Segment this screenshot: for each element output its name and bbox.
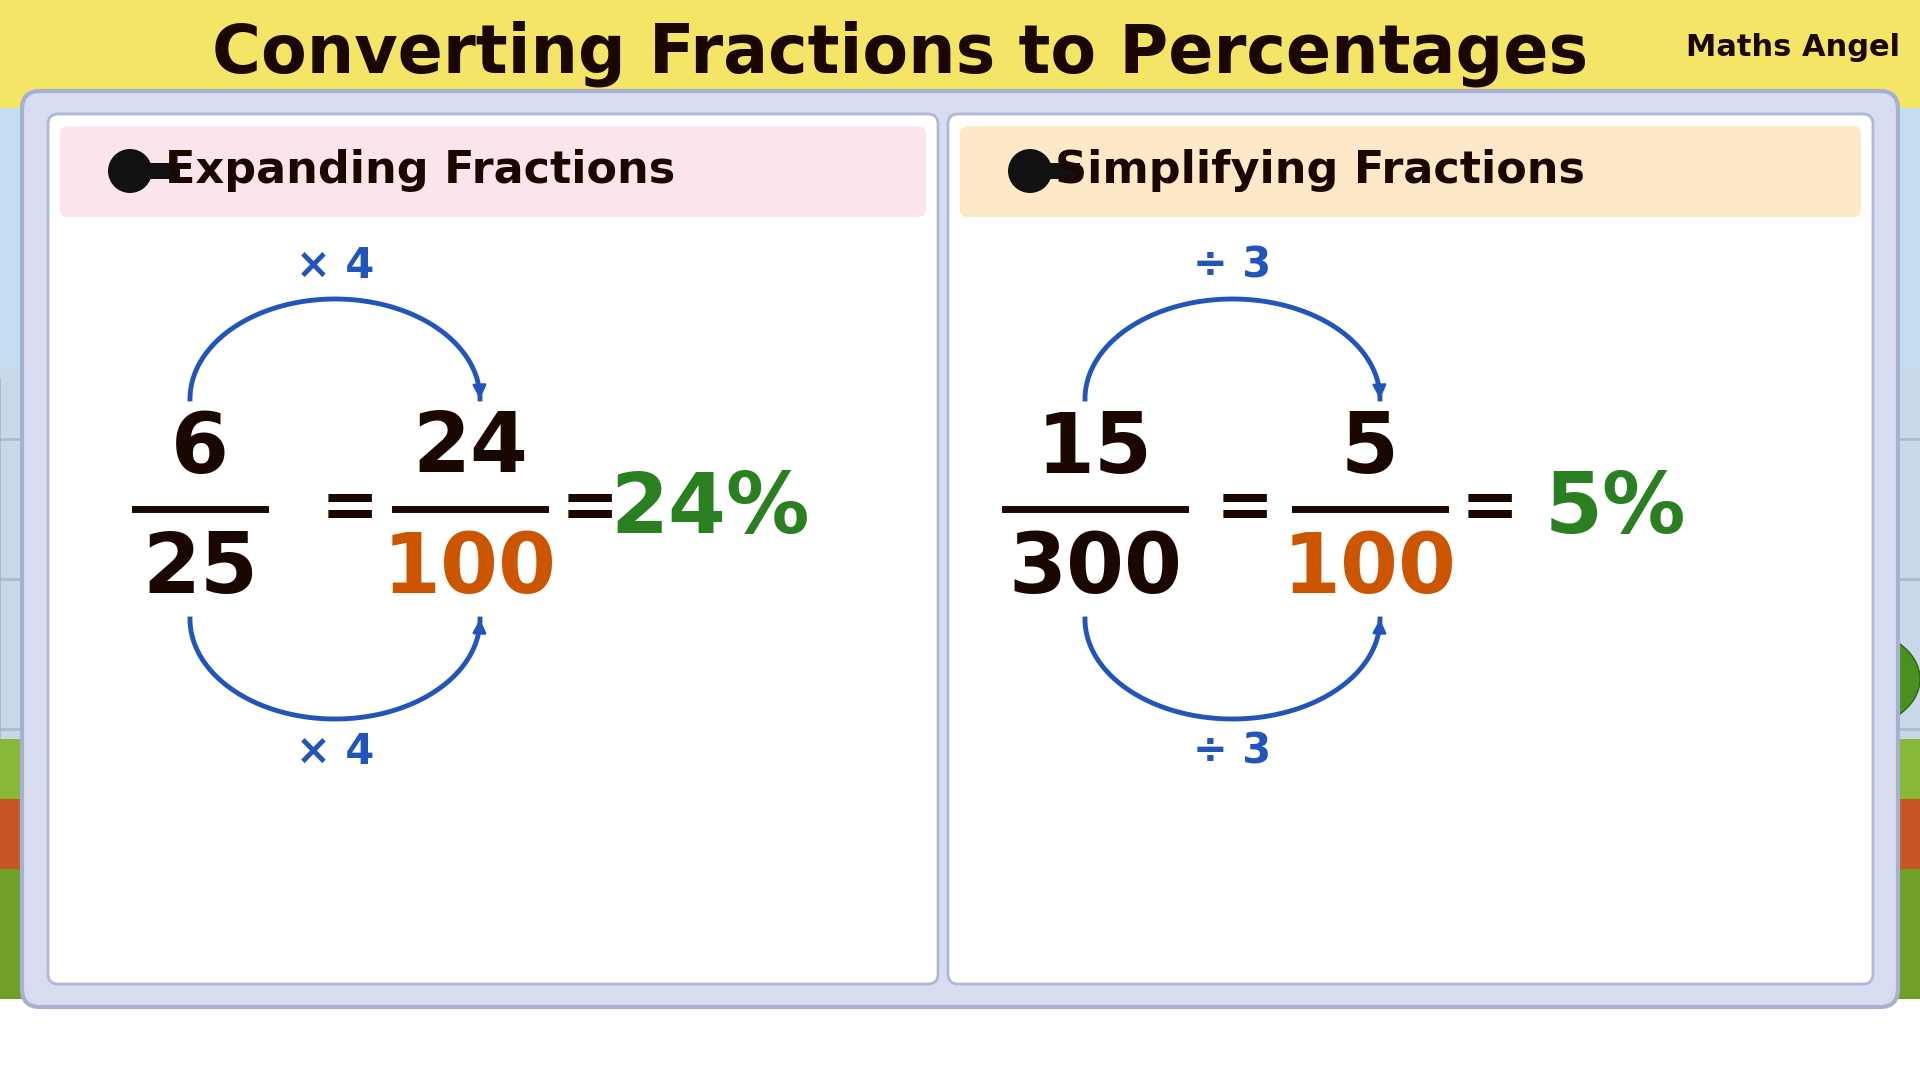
Text: ÷ 3: ÷ 3 [1194, 245, 1271, 287]
Text: 24: 24 [413, 409, 528, 490]
Circle shape [1008, 149, 1052, 193]
FancyBboxPatch shape [21, 91, 1899, 1007]
FancyBboxPatch shape [48, 114, 939, 984]
Bar [1050, 163, 1079, 179]
Text: 300: 300 [1008, 529, 1183, 610]
FancyBboxPatch shape [60, 126, 925, 217]
Text: × 4: × 4 [296, 730, 374, 773]
Text: Maths Angel: Maths Angel [1686, 33, 1901, 63]
FancyBboxPatch shape [948, 114, 1874, 984]
Bar [0, 0, 1920, 108]
FancyBboxPatch shape [86, 606, 204, 672]
Text: =: = [1215, 476, 1275, 543]
Text: Simplifying Fractions: Simplifying Fractions [1054, 150, 1586, 192]
Bar [0, 108, 1920, 819]
Ellipse shape [1680, 654, 1880, 784]
Text: 5: 5 [1340, 409, 1400, 490]
Circle shape [108, 149, 152, 193]
Ellipse shape [1780, 629, 1920, 729]
Bar [0, 800, 1920, 879]
Bar [0, 869, 1920, 999]
Bar [0, 739, 1920, 999]
Bar [0, 369, 1920, 819]
Text: 15: 15 [1037, 409, 1154, 490]
Text: ÷ 3: ÷ 3 [1194, 730, 1271, 773]
Text: × 4: × 4 [296, 245, 374, 287]
Text: 24%: 24% [611, 468, 810, 549]
Text: 6: 6 [171, 409, 228, 490]
Text: Expanding Fractions: Expanding Fractions [165, 150, 676, 192]
Text: =: = [561, 476, 618, 543]
Bar [150, 163, 180, 179]
Text: 100: 100 [1283, 529, 1457, 610]
Text: 25: 25 [142, 529, 257, 610]
Ellipse shape [31, 669, 131, 749]
FancyArrowPatch shape [142, 167, 173, 175]
Ellipse shape [60, 694, 221, 804]
Text: =: = [1461, 476, 1519, 543]
Text: =: = [321, 476, 378, 543]
Text: 100: 100 [382, 529, 557, 610]
Polygon shape [31, 629, 250, 769]
FancyBboxPatch shape [960, 126, 1860, 217]
Text: Converting Fractions to Percentages: Converting Fractions to Percentages [211, 21, 1588, 87]
Ellipse shape [1661, 634, 1780, 724]
Text: 5%: 5% [1544, 468, 1686, 549]
